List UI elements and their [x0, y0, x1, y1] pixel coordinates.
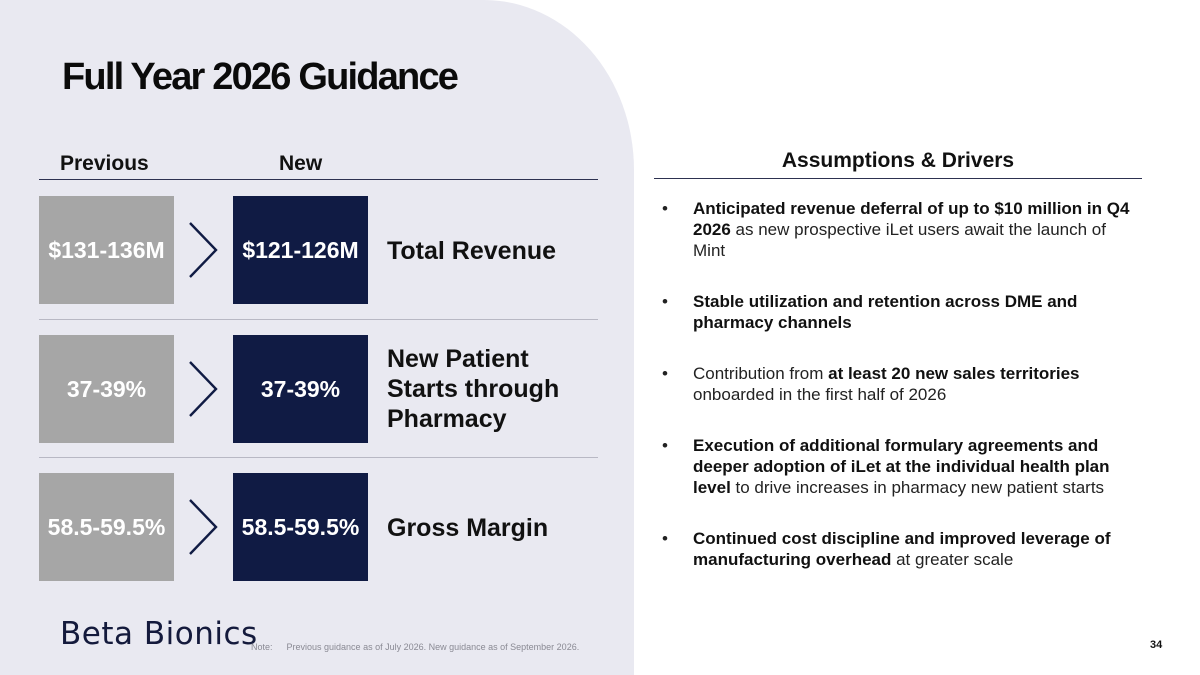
page-title: Full Year 2026 Guidance: [62, 56, 459, 98]
bullet-bold-text: Anticipated revenue deferral of up to $1…: [693, 199, 1130, 239]
previous-value-gross-margin: 58.5-59.5%: [39, 473, 174, 581]
bullet-icon: •: [662, 199, 668, 218]
previous-column-header: Previous: [60, 152, 149, 175]
previous-value-new-patient-starts: 37-39%: [39, 335, 174, 443]
list-item: • Continued cost discipline and improved …: [660, 528, 1140, 570]
new-value-gross-margin: 58.5-59.5%: [233, 473, 368, 581]
bullet-text: Contribution from: [693, 364, 829, 383]
bullet-text: to drive increases in pharmacy new patie…: [730, 478, 1105, 497]
metric-label-total-revenue: Total Revenue: [387, 237, 557, 265]
table-header-divider: [39, 179, 598, 180]
bullet-bold-text: Execution of additional formulary agreem…: [693, 436, 1110, 497]
list-item: • Contribution from at least 20 new sales…: [660, 363, 1140, 405]
new-value-new-patient-starts: 37-39%: [233, 335, 368, 443]
bullet-bold-text: Stable utilization and retention across …: [693, 292, 1078, 332]
bullet-icon: •: [662, 292, 668, 311]
metric-label-new-patient-starts: New Patient Starts through Pharmacy: [387, 345, 560, 433]
bullet-text: onboarded in the first half of 2026: [693, 385, 947, 404]
footnote-text: Previous guidance as of July 2026. New g…: [286, 642, 580, 652]
chevron-right-icon: [189, 222, 218, 278]
chevron-right-icon: [189, 361, 218, 417]
bullet-text: at greater scale: [891, 550, 1014, 569]
list-item: • Execution of additional formulary agree…: [660, 435, 1140, 498]
assumptions-list: • Anticipated revenue deferral of up to $…: [660, 198, 1140, 600]
bullet-bold-text: Continued cost discipline and improved l…: [693, 529, 1111, 569]
row-divider: [39, 457, 598, 458]
previous-value-total-revenue: $131-136M: [39, 196, 174, 304]
company-logo: Beta Bionics: [60, 616, 258, 652]
list-item: • Stable utilization and retention across…: [660, 291, 1140, 333]
bullet-bold-text: at least 20 new sales territories: [828, 364, 1080, 383]
bullet-icon: •: [662, 364, 668, 383]
list-item: • Anticipated revenue deferral of up to $…: [660, 198, 1140, 261]
new-column-header: New: [279, 152, 323, 175]
assumptions-heading: Assumptions & Drivers: [781, 149, 1015, 172]
footnote-label: Note:: [251, 642, 273, 652]
bullet-icon: •: [662, 529, 668, 548]
assumptions-divider: [654, 178, 1142, 179]
chevron-right-icon: [189, 499, 218, 555]
footnote: Note: Previous guidance as of July 2026. …: [251, 642, 579, 652]
new-value-total-revenue: $121-126M: [233, 196, 368, 304]
page-number: 34: [1150, 639, 1163, 651]
bullet-icon: •: [662, 436, 668, 455]
row-divider: [39, 319, 598, 320]
metric-label-gross-margin: Gross Margin: [387, 514, 549, 542]
bullet-text: as new prospective iLet users await the …: [693, 220, 1106, 260]
